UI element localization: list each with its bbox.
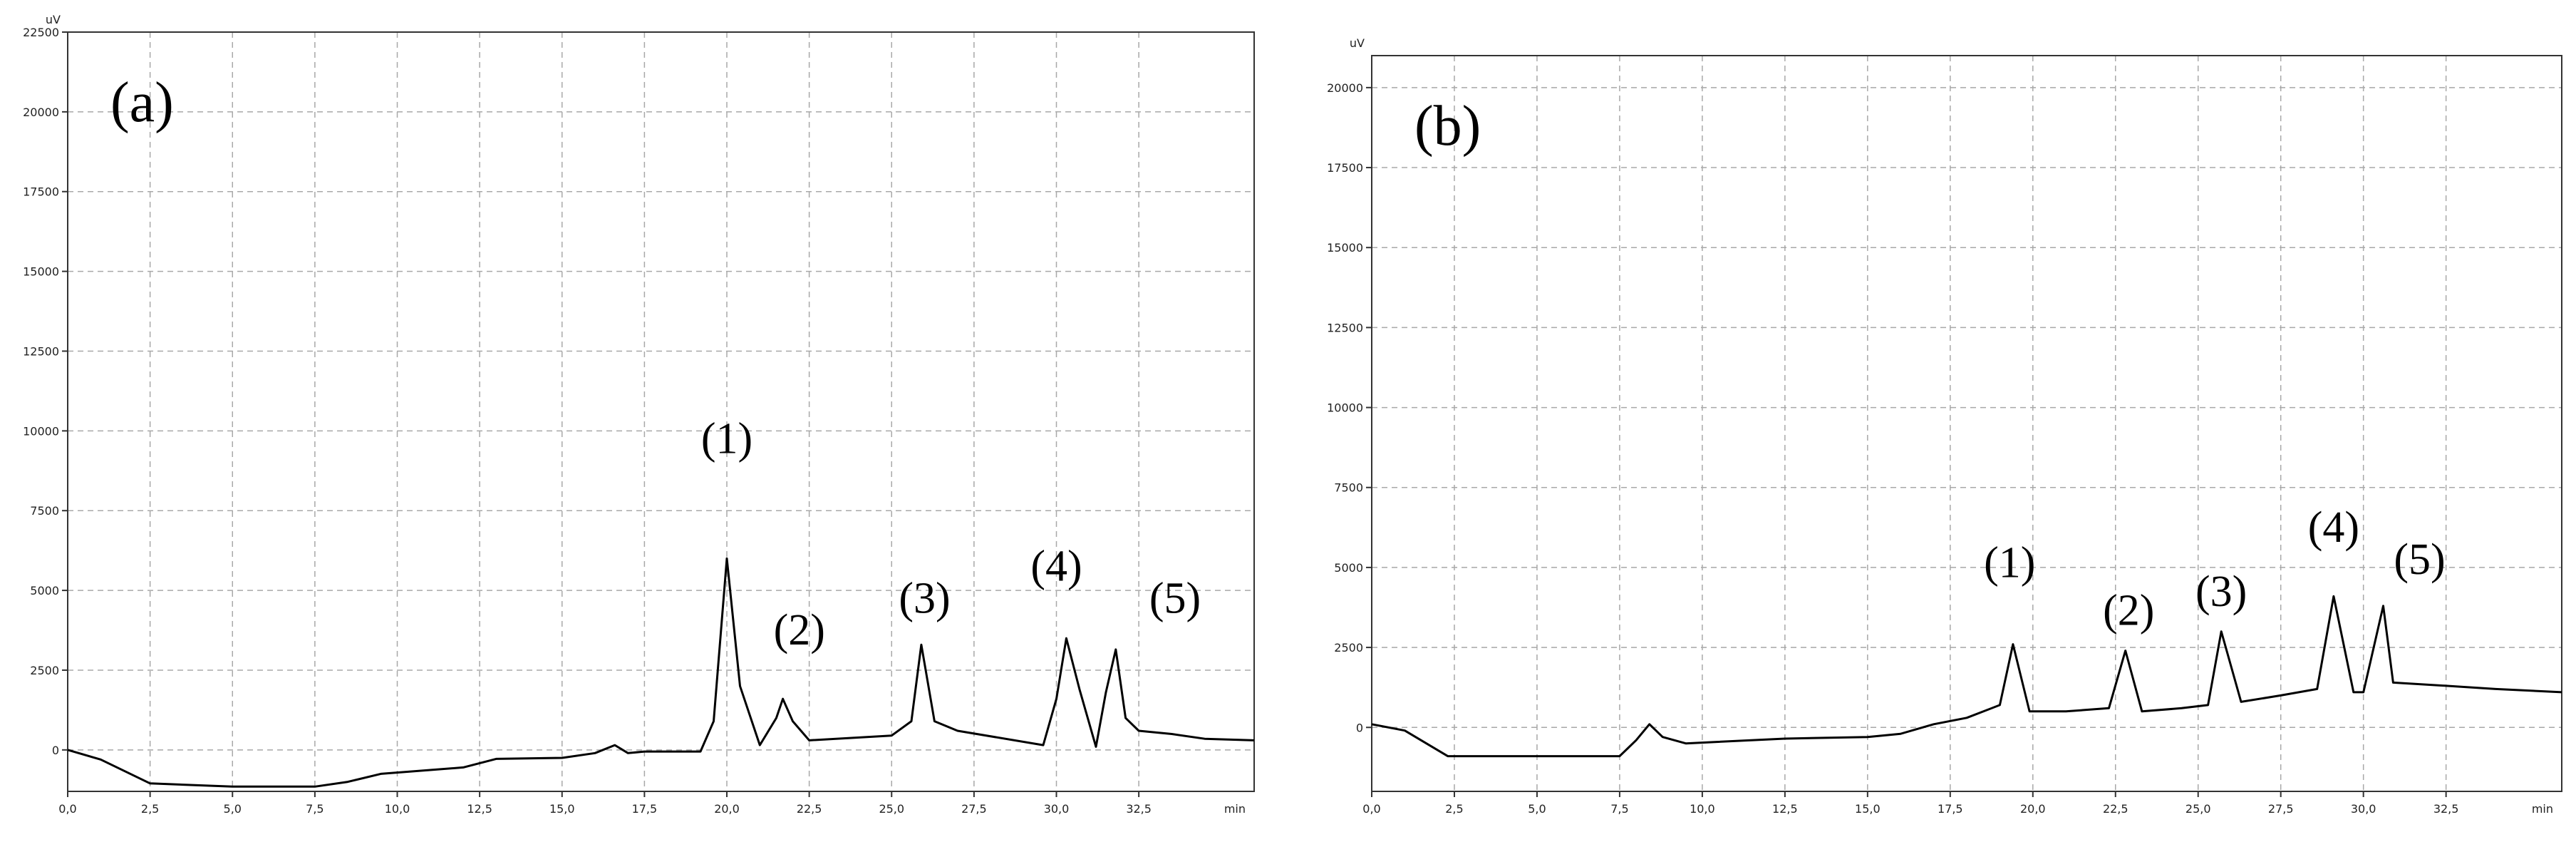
x-tick-label: 15,0 (549, 802, 575, 816)
peak-label: (2) (2103, 587, 2154, 635)
x-tick-label: 0,0 (58, 802, 76, 816)
y-axis-unit: uV (1350, 36, 1365, 50)
peak-label: (5) (2394, 535, 2445, 584)
y-tick-label: 15000 (23, 265, 59, 279)
y-tick-label: 15000 (1327, 241, 1363, 255)
x-tick-label: 20,0 (714, 802, 740, 816)
x-tick-label: 0,0 (1362, 802, 1380, 816)
chromatogram-trace (1371, 595, 2562, 758)
x-tick-label: 30,0 (1044, 802, 1070, 816)
peak-label: (4) (1030, 543, 1082, 591)
x-tick-label: 22,5 (797, 802, 822, 816)
peak-label: (2) (774, 606, 825, 654)
y-tick-label: 12500 (23, 344, 59, 358)
y-tick-label: 10000 (23, 424, 59, 438)
y-tick-label: 7500 (1334, 481, 1363, 495)
x-tick-label: 27,5 (2268, 802, 2294, 816)
peak-label: (4) (2308, 503, 2359, 552)
y-axis-unit: uV (46, 13, 61, 26)
y-tick-label: 7500 (30, 504, 59, 518)
x-tick-label: 17,5 (632, 802, 658, 816)
y-tick-label: 5000 (30, 584, 59, 597)
x-tick-label: 25,0 (879, 802, 904, 816)
x-axis-unit: min (1224, 802, 1246, 816)
y-tick-label: 0 (1356, 721, 1363, 734)
peak-label: (1) (1984, 538, 2035, 587)
peak-label: (3) (899, 574, 950, 622)
x-tick-label: 12,5 (1772, 802, 1798, 816)
x-tick-label: 32,5 (1126, 802, 1152, 816)
peak-label: (5) (1149, 574, 1201, 622)
x-tick-label: 25,0 (2186, 802, 2211, 816)
y-tick-label: 22500 (23, 26, 59, 39)
x-tick-label: 12,5 (467, 802, 492, 816)
y-tick-label: 5000 (1334, 561, 1363, 575)
plot-frame (67, 31, 1255, 792)
y-tick-label: 10000 (1327, 401, 1363, 415)
x-tick-label: 32,5 (2433, 802, 2459, 816)
panel-label: (a) (110, 71, 174, 134)
y-tick-label: 0 (52, 744, 59, 757)
x-tick-label: 10,0 (1690, 802, 1715, 816)
x-tick-label: 10,0 (385, 802, 410, 816)
y-tick-label: 17500 (1327, 161, 1363, 175)
y-tick-label: 20000 (1327, 81, 1363, 95)
peak-label: (1) (701, 415, 752, 463)
chart-panel-0: 0,0 2,5 5,0 7,5 10,0 12,5 15,0 17,5 20,0 22,5 25,0… (23, 13, 1255, 816)
x-tick-label: 7,5 (306, 802, 324, 816)
x-tick-label: 7,5 (1610, 802, 1628, 816)
x-tick-label: 2,5 (1445, 802, 1463, 816)
x-tick-label: 30,0 (2351, 802, 2376, 816)
x-tick-label: 5,0 (1528, 802, 1546, 816)
y-tick-label: 17500 (23, 185, 59, 199)
x-tick-label: 22,5 (2103, 802, 2128, 816)
x-tick-label: 2,5 (141, 802, 159, 816)
x-tick-label: 5,0 (224, 802, 242, 816)
peak-label: (3) (2195, 568, 2247, 616)
x-axis-unit: min (2532, 802, 2553, 816)
x-tick-label: 27,5 (961, 802, 987, 816)
x-tick-label: 17,5 (1938, 802, 1963, 816)
y-tick-label: 20000 (23, 106, 59, 119)
panel-label: (b) (1414, 95, 1481, 158)
x-tick-label: 15,0 (1855, 802, 1881, 816)
y-tick-label: 2500 (30, 664, 59, 677)
y-tick-label: 12500 (1327, 321, 1363, 334)
chart-panel-1: 0,0 2,5 5,0 7,5 10,0 12,5 15,0 17,5 20,0 22,5 25,0… (1327, 36, 2562, 816)
x-tick-label: 20,0 (2020, 802, 2046, 816)
plot-frame (1371, 55, 2562, 792)
chromatogram-trace (67, 557, 1255, 788)
y-tick-label: 2500 (1334, 641, 1363, 654)
